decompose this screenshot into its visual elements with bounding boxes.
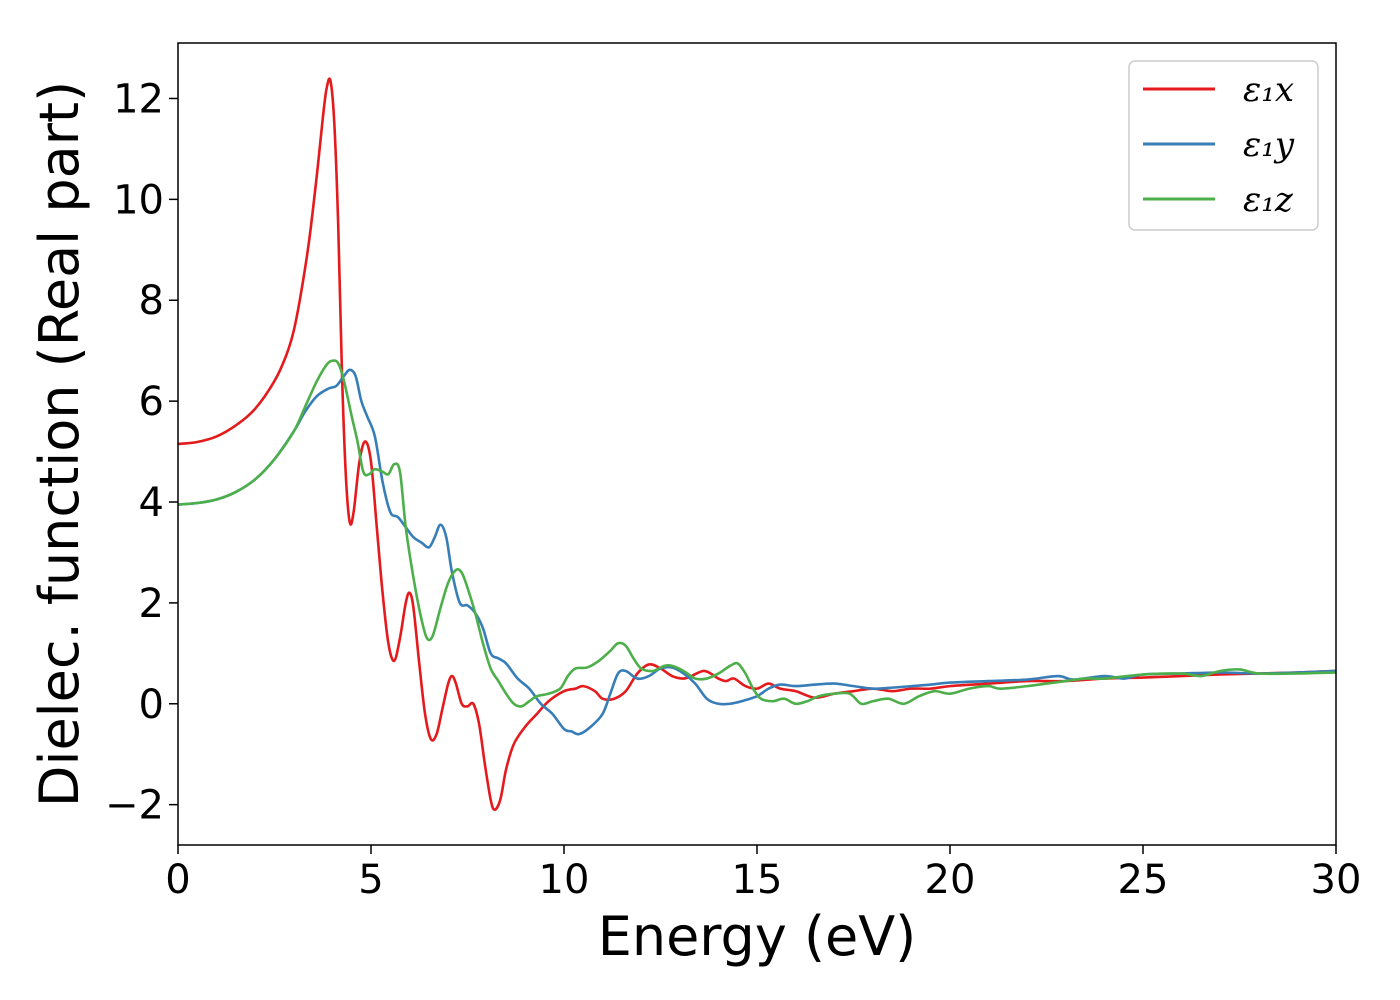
y-tick-label: 12 (113, 76, 164, 122)
y-tick-label: −2 (105, 783, 164, 829)
y-tick-label: 6 (139, 379, 164, 425)
series-line-e1z (178, 359, 1336, 708)
x-tick-label: 20 (925, 857, 976, 903)
legend: ε₁x ε₁y ε₁z (1128, 60, 1319, 231)
y-axis-label: Dielec. function (Real part) (28, 81, 91, 807)
series-line-e1y (178, 368, 1336, 736)
y-tick-label: 10 (113, 177, 164, 223)
x-tick-label: 15 (732, 857, 783, 903)
legend-items: ε₁x ε₁y ε₁z (1143, 70, 1295, 220)
x-tick-label: 25 (1118, 857, 1169, 903)
legend-label: ε₁x (1243, 70, 1294, 110)
y-tick-label: 8 (139, 278, 164, 324)
y-tick-label: 4 (139, 480, 164, 526)
x-tick-label: 30 (1311, 857, 1362, 903)
x-axis: 0 5 10 15 20 25 30 (165, 845, 1361, 903)
y-tick-label: 2 (139, 581, 164, 627)
y-tick-label: 0 (139, 682, 164, 728)
x-tick-label: 10 (539, 857, 590, 903)
x-axis-label: Energy (eV) (598, 905, 917, 968)
legend-box (1128, 60, 1319, 231)
y-axis: −2 0 2 4 6 8 10 12 (105, 76, 178, 829)
legend-label: ε₁z (1243, 180, 1294, 220)
x-tick-label: 0 (165, 857, 190, 903)
series-layer (178, 77, 1336, 811)
x-tick-label: 5 (358, 857, 383, 903)
legend-label: ε₁y (1243, 125, 1295, 165)
